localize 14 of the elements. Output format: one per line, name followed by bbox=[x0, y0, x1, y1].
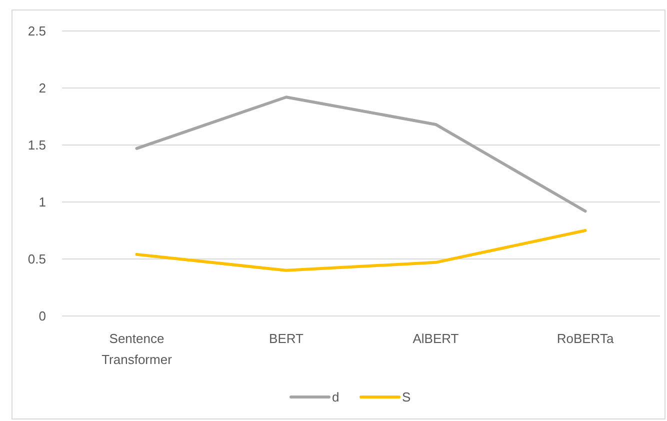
y-tick-label: 0 bbox=[38, 308, 46, 324]
x-tick-label: RoBERTa bbox=[556, 331, 614, 346]
legend-label: S bbox=[402, 390, 411, 405]
line-series bbox=[135, 229, 587, 272]
x-tick-label: AlBERT bbox=[412, 331, 459, 346]
legend-label: d bbox=[332, 390, 340, 405]
x-tick-label: BERT bbox=[269, 331, 304, 346]
y-tick-label: 2 bbox=[38, 80, 46, 96]
y-tick-label: 1 bbox=[38, 194, 46, 210]
y-tick-label: 0.5 bbox=[28, 252, 46, 267]
y-tick-label: 2.5 bbox=[28, 24, 46, 39]
x-tick-label: Sentence Transformer bbox=[102, 331, 173, 367]
y-tick-label: 1.5 bbox=[28, 138, 46, 153]
line-series bbox=[135, 96, 587, 213]
